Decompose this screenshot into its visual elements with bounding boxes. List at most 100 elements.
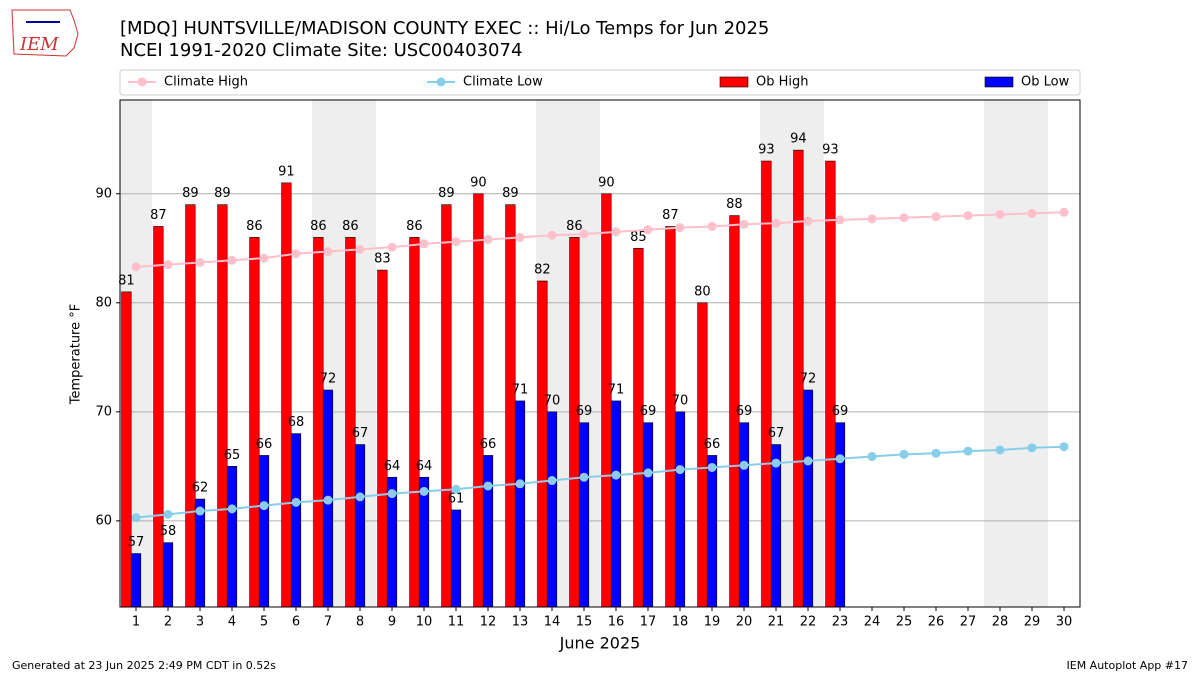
legend-box <box>119 69 1081 96</box>
bar-value-label: 65 <box>224 448 241 463</box>
bar <box>409 237 420 608</box>
x-tick-label: 12 <box>480 615 497 630</box>
line-marker <box>899 213 909 223</box>
bar <box>130 553 142 608</box>
legend-label: Ob High <box>756 75 809 90</box>
line-marker <box>611 227 621 237</box>
legend-swatch <box>719 76 749 88</box>
bar <box>313 237 324 608</box>
x-tick-label: 13 <box>512 615 529 630</box>
line-marker <box>355 492 365 502</box>
bar <box>834 422 846 608</box>
x-tick-label: 28 <box>992 615 1009 630</box>
line-marker <box>771 218 781 228</box>
line-marker <box>419 239 429 249</box>
line-marker <box>291 249 301 259</box>
line-marker <box>835 215 845 225</box>
line-marker <box>419 486 429 496</box>
y-tick-label: 90 <box>95 186 112 201</box>
line-marker <box>259 501 269 511</box>
x-tick-label: 22 <box>800 615 817 630</box>
x-tick-label: 7 <box>324 615 332 630</box>
line-marker <box>995 209 1005 219</box>
bar-value-label: 69 <box>832 404 849 419</box>
x-tick-label: 9 <box>388 615 396 630</box>
bar <box>345 237 356 608</box>
legend-marker <box>137 77 147 87</box>
line-marker <box>803 456 813 466</box>
bar <box>249 237 260 608</box>
bar <box>569 237 580 608</box>
line-marker <box>451 484 461 494</box>
line-marker <box>323 247 333 257</box>
bar-value-label: 81 <box>118 273 135 288</box>
bar-value-label: 86 <box>342 219 359 234</box>
x-tick-label: 16 <box>608 615 625 630</box>
legend-label: Climate High <box>164 75 248 90</box>
x-tick-label: 21 <box>768 615 785 630</box>
bar-value-label: 58 <box>160 524 177 539</box>
bar <box>441 204 452 608</box>
bar-value-label: 91 <box>278 164 295 179</box>
bar <box>377 269 388 608</box>
bar-value-label: 88 <box>726 197 743 212</box>
line-marker <box>451 237 461 247</box>
bar <box>290 433 302 608</box>
x-tick-label: 15 <box>576 615 593 630</box>
line-marker <box>227 504 237 514</box>
bar <box>601 193 612 608</box>
bar <box>825 160 836 608</box>
x-tick-label: 25 <box>896 615 913 630</box>
bar-value-label: 90 <box>470 175 487 190</box>
line-marker <box>163 260 173 270</box>
legend-marker <box>436 77 446 87</box>
line-marker <box>579 229 589 239</box>
bar-value-label: 93 <box>758 143 775 158</box>
bar-value-label: 85 <box>630 230 647 245</box>
y-tick-label: 70 <box>95 404 112 419</box>
line-marker <box>483 235 493 245</box>
bar-value-label: 68 <box>288 415 305 430</box>
bar <box>482 455 494 608</box>
bar <box>162 542 174 608</box>
line-marker <box>355 244 365 254</box>
weekend-band <box>984 100 1048 607</box>
logo: IEM <box>11 9 79 57</box>
legend-label: Climate Low <box>463 75 543 90</box>
line-marker <box>899 449 909 459</box>
bar-value-label: 86 <box>566 219 583 234</box>
bar <box>226 466 238 608</box>
x-tick-label: 29 <box>1024 615 1041 630</box>
x-tick-label: 11 <box>448 615 465 630</box>
line-marker <box>387 489 397 499</box>
bar <box>418 476 430 608</box>
line-marker <box>675 223 685 233</box>
y-axis-label: Temperature °F <box>69 304 84 405</box>
logo-text: IEM <box>19 34 59 55</box>
line-marker <box>867 214 877 224</box>
line-marker <box>515 479 525 489</box>
bar-value-label: 89 <box>438 186 455 201</box>
bar <box>738 422 750 608</box>
line-marker <box>803 216 813 226</box>
line-marker <box>291 497 301 507</box>
bar <box>674 411 686 608</box>
footer-left: Generated at 23 Jun 2025 2:49 PM CDT in … <box>12 659 276 672</box>
x-tick-label: 24 <box>864 615 881 630</box>
bar-value-label: 61 <box>448 491 465 506</box>
line-marker <box>515 232 525 242</box>
line-marker <box>387 242 397 252</box>
line-marker <box>643 225 653 235</box>
bar <box>121 291 132 608</box>
x-tick-label: 23 <box>832 615 849 630</box>
x-tick-label: 20 <box>736 615 753 630</box>
line-marker <box>547 476 557 486</box>
bar <box>546 411 558 608</box>
bar-value-label: 93 <box>822 143 839 158</box>
line-marker <box>963 211 973 221</box>
chart-subtitle: NCEI 1991-2020 Climate Site: USC00403074 <box>120 40 522 61</box>
line-marker <box>131 513 141 523</box>
line-marker <box>707 462 717 472</box>
line-marker <box>195 257 205 267</box>
